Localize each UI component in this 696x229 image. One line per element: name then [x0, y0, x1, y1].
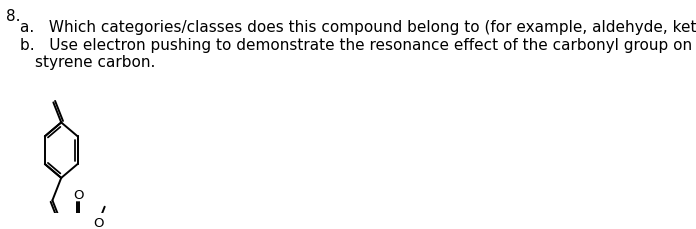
Text: styrene carbon.: styrene carbon.: [35, 55, 155, 70]
Text: O: O: [74, 188, 84, 201]
Text: a.   Which categories/classes does this compound belong to (for example, aldehyd: a. Which categories/classes does this co…: [20, 20, 696, 35]
Text: O: O: [93, 216, 104, 229]
Text: b.   Use electron pushing to demonstrate the resonance effect of the carbonyl gr: b. Use electron pushing to demonstrate t…: [20, 38, 696, 53]
Text: 8.: 8.: [6, 9, 21, 24]
